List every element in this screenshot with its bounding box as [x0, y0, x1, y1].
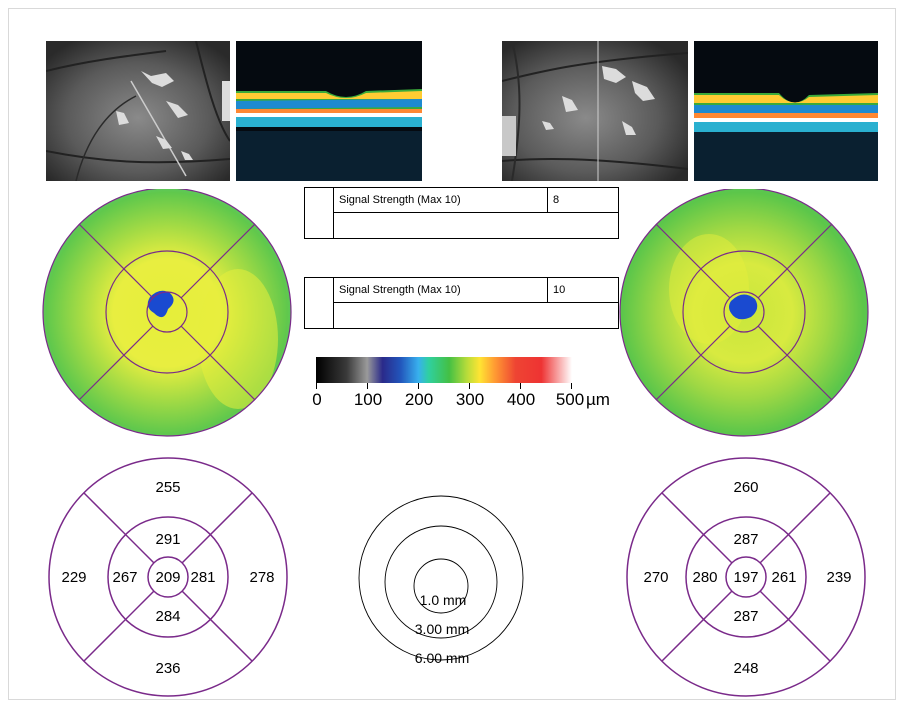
sector-outer-superior-value: 260	[733, 479, 758, 496]
sector-outer-left-value: 270	[643, 569, 668, 586]
scale-tick-label: 300	[455, 390, 485, 409]
signal-strength-value: 8	[547, 187, 619, 213]
sector-inner-inferior-value: 284	[155, 608, 180, 625]
scale-tick	[367, 383, 368, 389]
right-sector-grid: 197 287 287 280 261 260 248 270 239	[626, 457, 866, 697]
left-sector-grid: 209 291 284 267 281 255 236 229 278	[48, 457, 288, 697]
report-frame	[8, 8, 896, 700]
sector-inner-right-value: 261	[771, 569, 796, 586]
legend-3mm-label: 3.00 mm	[415, 621, 469, 637]
scale-tick	[418, 383, 419, 389]
signal-box-empty-row	[334, 302, 619, 329]
legend-1mm-label: 1.0 mm	[420, 592, 467, 608]
sector-outer-inferior-value: 236	[155, 660, 180, 677]
signal-box-side	[304, 187, 334, 239]
scale-tick-label: 500	[555, 390, 585, 409]
scale-unit-label: µm	[586, 390, 610, 409]
signal-box-empty-row	[334, 212, 619, 239]
thickness-color-scale	[316, 357, 572, 383]
scale-tick	[316, 383, 317, 389]
sector-outer-right-value: 239	[826, 569, 851, 586]
signal-strength-value: 10	[547, 277, 619, 303]
sector-inner-left-value: 267	[112, 569, 137, 586]
left-thickness-map	[42, 189, 292, 437]
sector-inner-superior-value: 291	[155, 531, 180, 548]
scale-tick	[520, 383, 521, 389]
scale-tick-label: 200	[404, 390, 434, 409]
grid-diameter-legend: 1.0 mm 3.00 mm 6.00 mm	[358, 495, 524, 666]
right-thickness-map	[619, 189, 869, 437]
sector-outer-superior-value: 255	[155, 479, 180, 496]
scale-tick-label: 400	[506, 390, 536, 409]
sector-center-value: 197	[733, 569, 758, 586]
scale-tick	[571, 383, 572, 389]
signal-box-side	[304, 277, 334, 329]
legend-6mm-label: 6.00 mm	[415, 650, 469, 666]
sector-inner-superior-value: 287	[733, 531, 758, 548]
sector-center-value: 209	[155, 569, 180, 586]
signal-strength-label: Signal Strength (Max 10)	[334, 277, 548, 303]
sector-inner-inferior-value: 287	[733, 608, 758, 625]
scale-tick-label: 100	[353, 390, 383, 409]
signal-strength-label: Signal Strength (Max 10)	[334, 187, 548, 213]
sector-outer-inferior-value: 248	[733, 660, 758, 677]
sector-inner-left-value: 280	[692, 569, 717, 586]
left-fundus-image	[46, 41, 230, 181]
scale-tick-label: 0	[312, 390, 322, 409]
right-fundus-image	[502, 41, 688, 181]
right-oct-scan	[694, 41, 878, 181]
sector-outer-right-value: 278	[249, 569, 274, 586]
left-oct-scan	[236, 41, 422, 181]
scale-tick	[469, 383, 470, 389]
sector-inner-right-value: 281	[190, 569, 215, 586]
sector-outer-left-value: 229	[61, 569, 86, 586]
